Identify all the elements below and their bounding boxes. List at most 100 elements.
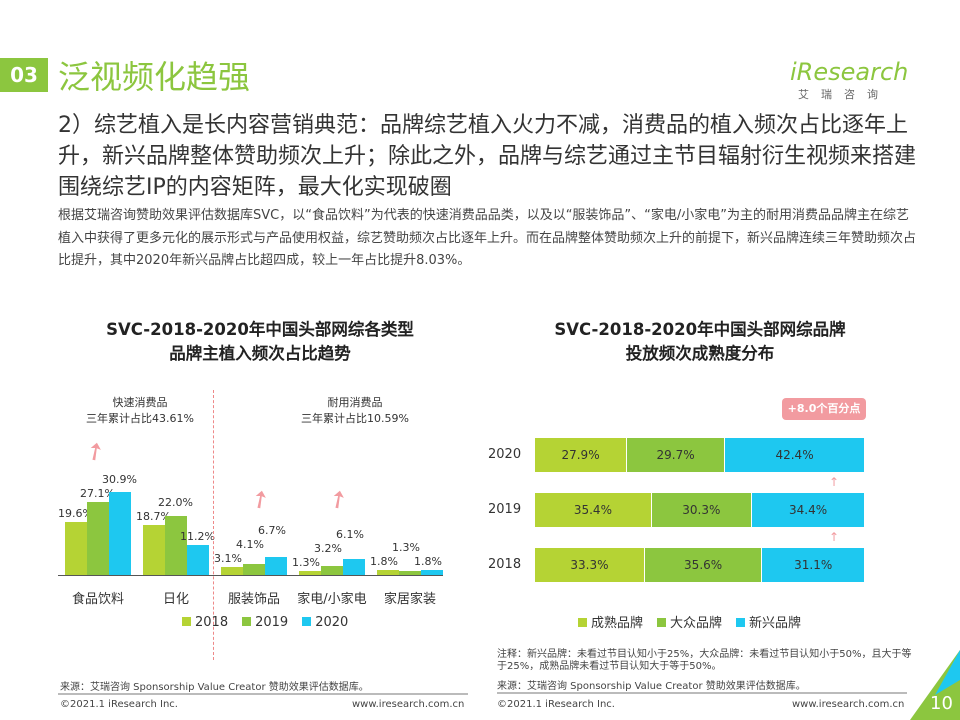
stacked-segment-新兴品牌: 31.1% (762, 548, 865, 582)
stacked-segment-大众品牌: 29.7% (627, 438, 726, 472)
bar-2019 (87, 501, 109, 575)
stacked-segment-大众品牌: 30.3% (651, 493, 752, 527)
data-label: 3.2% (314, 542, 342, 556)
divider (58, 693, 468, 695)
bar-2020 (109, 491, 131, 575)
right-chart-title-line1: SVC-2018-2020年中国头部网综品牌 (554, 320, 846, 339)
x-axis-line (58, 575, 443, 576)
bar-2019 (399, 571, 421, 575)
right-chart-title: SVC-2018-2020年中国头部网综品牌 投放频次成熟度分布 (500, 318, 900, 366)
segment-label: 35.6% (684, 558, 723, 572)
data-label: 1.3% (392, 541, 420, 555)
data-label: 6.1% (336, 528, 364, 542)
left-source: 来源：艾瑞咨询 Sponsorship Value Creator 赞助效果评估… (60, 682, 369, 693)
bar-2018 (65, 522, 87, 575)
x-tick-label: 日化 (162, 592, 189, 607)
bar-2018 (377, 570, 399, 575)
up-arrow-icon: ↑ (829, 475, 840, 489)
legend-label: 2020 (315, 615, 349, 630)
right-source: 来源：艾瑞咨询 Sponsorship Value Creator 赞助效果评估… (497, 681, 806, 692)
up-arrow-icon: ↑ (829, 530, 840, 544)
legend-swatch (242, 617, 252, 626)
page-number: 10 (930, 693, 953, 714)
legend-label: 成熟品牌 (591, 616, 644, 631)
stacked-segment-成熟品牌: 27.9% (535, 438, 628, 472)
legend-swatch (657, 618, 667, 627)
x-tick-label: 食品饮料 (71, 592, 124, 607)
bar-2019 (321, 566, 343, 575)
data-label: 1.8% (414, 555, 442, 569)
bar-2020 (421, 570, 443, 575)
fmcg-annotation-text: 三年累计占比43.61% (86, 412, 194, 425)
section-number-badge: 03 (0, 58, 48, 92)
stacked-segment-成熟品牌: 33.3% (535, 548, 645, 582)
data-label: 22.0% (158, 495, 193, 509)
data-label: 1.8% (370, 555, 398, 569)
left-bar-chart: 19.6% 27.1% 30.9% 食品饮料 18.7% 22.0% 11.2% 日化 3.1%… (58, 434, 443, 607)
right-chart-title-line2: 投放频次成熟度分布 (625, 344, 775, 363)
logo-text: iResearch (790, 58, 909, 86)
x-tick-label: 家电/小家电 (297, 592, 367, 607)
legend-swatch (578, 618, 587, 627)
right-note: 注释：新兴品牌：未看过节目认知小于25%，大众品牌：未看过节目认知小于50%，且… (497, 649, 912, 672)
y-tick-label: 2018 (488, 557, 522, 572)
segment-label: 34.4% (788, 503, 828, 517)
bar-2020 (343, 558, 365, 575)
stacked-segment-新兴品牌: 42.4% (725, 438, 865, 472)
bar-2020 (265, 556, 287, 575)
legend-item-大众品牌: 大众品牌 (657, 612, 722, 631)
y-tick-label: 2019 (488, 502, 522, 517)
legend-item-2020: 2020 (302, 615, 348, 630)
legend-swatch (182, 617, 191, 626)
legend-label: 2019 (255, 615, 289, 630)
left-chart-title: SVC-2018-2020年中国头部网综各类型 品牌主植入频次占比趋势 (60, 318, 460, 366)
right-legend: 成熟品牌 大众品牌 新兴品牌 (578, 612, 801, 631)
y-tick-label: 2020 (488, 447, 522, 462)
legend-item-新兴品牌: 新兴品牌 (736, 612, 801, 631)
legend-label: 大众品牌 (670, 616, 723, 631)
data-label: 4.1% (236, 537, 264, 551)
data-label: 3.1% (214, 551, 242, 565)
durable-annotation-text: 三年累计占比10.59% (301, 412, 409, 425)
left-chart-title-line2: 品牌主植入频次占比趋势 (169, 344, 351, 363)
durable-annotation: 耐用消费品 三年累计占比10.59% (285, 395, 425, 427)
divider (497, 692, 907, 694)
bar-2018 (299, 571, 321, 575)
data-label: 1.3% (292, 556, 320, 570)
copyright-left: ©2021.1 iResearch Inc. (60, 699, 178, 710)
page-title: 泛视频化趋强 (58, 58, 251, 96)
data-label: 27.1% (80, 486, 115, 500)
left-chart-title-line1: SVC-2018-2020年中国头部网综各类型 (106, 320, 414, 339)
x-tick-label: 家居家装 (383, 592, 436, 607)
corner-decoration (910, 650, 960, 720)
legend-item-2018: 2018 (182, 615, 228, 630)
segment-label: 30.3% (682, 503, 721, 517)
copyright-right: ©2021.1 iResearch Inc. (497, 699, 615, 710)
body-paragraph: 根据艾瑞咨询赞助效果评估数据库SVC，以“食品饮料”为代表的快速消费品品类，以及… (58, 208, 917, 268)
url-right: www.iresearch.com.cn (792, 699, 905, 710)
segment-label: 31.1% (794, 558, 833, 572)
data-label: 19.6% (58, 507, 93, 521)
x-tick-label: 服装饰品 (227, 592, 280, 607)
segment-label: 27.9% (561, 448, 600, 462)
data-label: 11.2% (180, 529, 215, 543)
data-label: 6.7% (258, 523, 286, 537)
segment-label: 42.4% (775, 448, 814, 462)
bar-2019 (243, 563, 265, 575)
bar-2020 (187, 544, 209, 575)
url-left: www.iresearch.com.cn (352, 699, 465, 710)
increase-callout: +8.0个百分点 (782, 398, 866, 420)
stacked-segment-新兴品牌: 34.4% (751, 493, 866, 527)
legend-item-2019: 2019 (242, 615, 288, 630)
legend-label: 新兴品牌 (749, 616, 802, 631)
legend-label: 2018 (195, 615, 229, 630)
legend-swatch (736, 618, 746, 627)
segment-label: 29.7% (656, 448, 695, 462)
logo-subtext: 艾瑞咨询 (798, 88, 890, 101)
durable-annotation-title: 耐用消费品 (327, 396, 383, 409)
fmcg-annotation-title: 快速消费品 (112, 396, 168, 409)
bar-2018 (221, 566, 243, 575)
legend-item-成熟品牌: 成熟品牌 (578, 612, 643, 631)
fmcg-annotation: 快速消费品 三年累计占比43.61% (70, 395, 210, 427)
